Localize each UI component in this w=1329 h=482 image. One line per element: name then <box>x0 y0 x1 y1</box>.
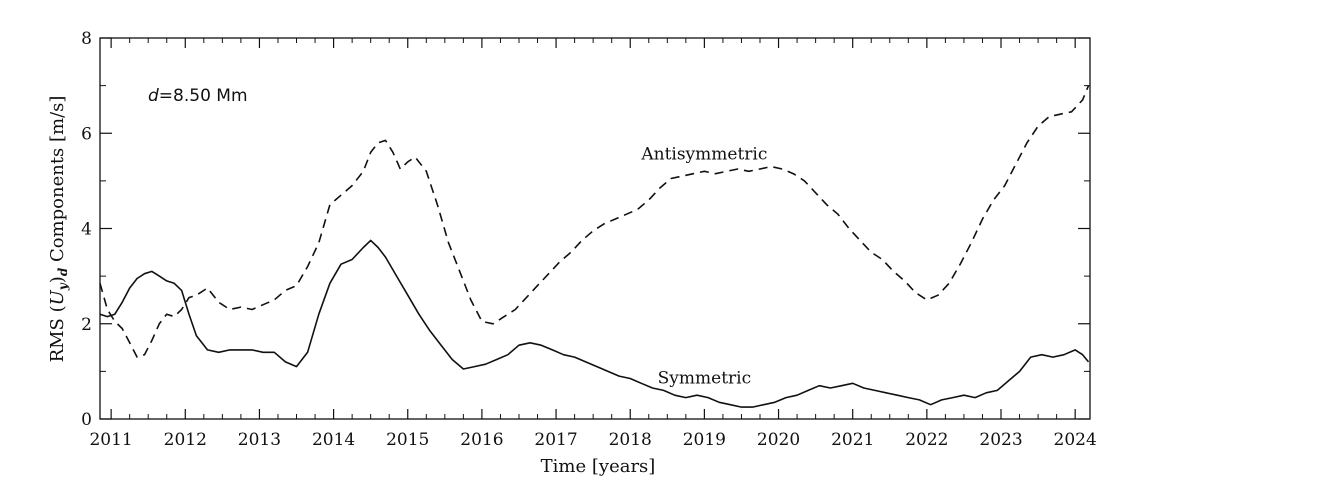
plot-area-border <box>99 37 1091 420</box>
depth-annotation: d=8.50 Mm <box>148 86 248 106</box>
y-tick-label: 8 <box>81 29 92 49</box>
series-line-antisymmetric <box>99 85 1090 358</box>
y-axis-title-prefix: RMS ( <box>47 305 68 362</box>
y-axis-title-var: U <box>47 289 68 305</box>
series-line-symmetric <box>99 239 1090 408</box>
y-tick-label: 2 <box>81 315 92 335</box>
y-axis-title-suffix: Components [m/s] <box>47 96 68 268</box>
x-tick-label: 2015 <box>386 430 429 450</box>
y-tick-label: 4 <box>81 220 92 240</box>
depth-annotation-var: d <box>148 86 159 106</box>
x-tick-label: 2016 <box>460 430 503 450</box>
y-axis-ticks: 0 2 4 6 8 <box>81 29 1090 430</box>
y-tick-label: 6 <box>81 124 92 144</box>
plot-frame <box>99 37 1091 420</box>
x-axis-ticks: 2011 2012 2013 2014 2015 2016 2017 2018 2019 2020… <box>89 38 1097 450</box>
y-axis-title-sub1: y <box>56 282 70 291</box>
x-tick-label: 2017 <box>534 430 577 450</box>
series-label-symmetric: Symmetric <box>658 368 751 388</box>
x-tick-label: 2018 <box>609 430 652 450</box>
series-labels: Antisymmetric Symmetric <box>640 144 767 388</box>
x-tick-label: 2011 <box>89 430 132 450</box>
x-tick-label: 2024 <box>1054 430 1097 450</box>
x-tick-label: 2020 <box>757 430 800 450</box>
y-axis-title: RMS (Uy)d Components [m/s] <box>47 96 70 363</box>
x-tick-label: 2013 <box>238 430 281 450</box>
series-label-antisymmetric: Antisymmetric <box>640 144 767 164</box>
x-tick-label: 2014 <box>312 430 355 450</box>
x-tick-label: 2019 <box>683 430 726 450</box>
y-axis-title-close: ) <box>47 276 68 283</box>
y-axis-title-sub2: d <box>56 267 70 276</box>
y-tick-label: 0 <box>81 410 92 430</box>
depth-annotation-text: =8.50 Mm <box>159 86 248 106</box>
x-tick-label: 2023 <box>979 430 1022 450</box>
series-lines <box>99 85 1090 408</box>
x-axis-title: Time [years] <box>541 456 656 477</box>
x-tick-label: 2012 <box>164 430 207 450</box>
x-tick-label: 2021 <box>831 430 874 450</box>
x-tick-label: 2022 <box>905 430 948 450</box>
